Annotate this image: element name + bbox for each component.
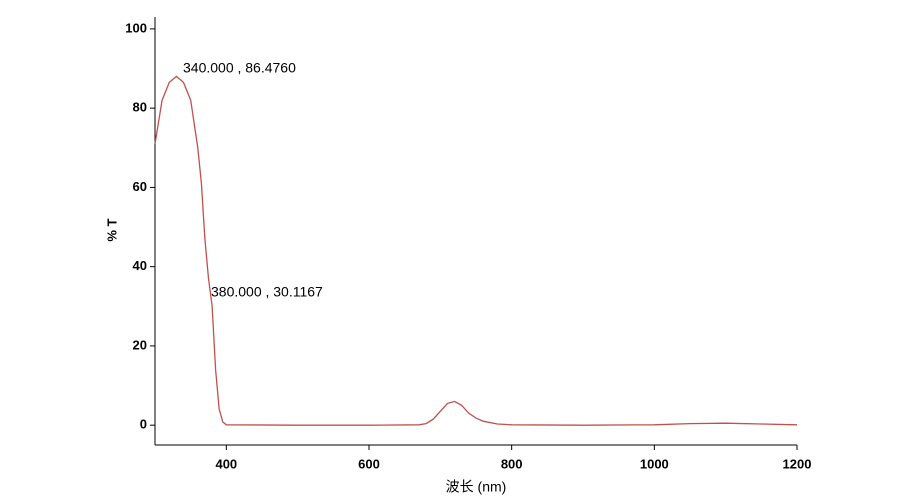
- y-tick-label: 20: [133, 337, 147, 352]
- annotation: 380.000 , 30.1167: [211, 284, 323, 300]
- y-tick-label: 60: [133, 179, 147, 194]
- y-tick-label: 100: [125, 20, 147, 35]
- annotation: 340.000 , 86.4760: [183, 60, 296, 76]
- y-tick-label: 40: [133, 258, 147, 273]
- y-tick-label: 0: [140, 417, 147, 432]
- y-axis-label: % T: [104, 218, 119, 241]
- y-tick-label: 80: [133, 100, 147, 115]
- x-tick-label: 1200: [783, 456, 812, 471]
- x-tick-label: 400: [215, 456, 237, 471]
- x-axis-label: 波长 (nm): [446, 479, 507, 495]
- x-tick-label: 600: [358, 456, 380, 471]
- data-line: [154, 75, 798, 426]
- x-tick-label: 1000: [640, 456, 669, 471]
- x-tick-label: 800: [501, 456, 523, 471]
